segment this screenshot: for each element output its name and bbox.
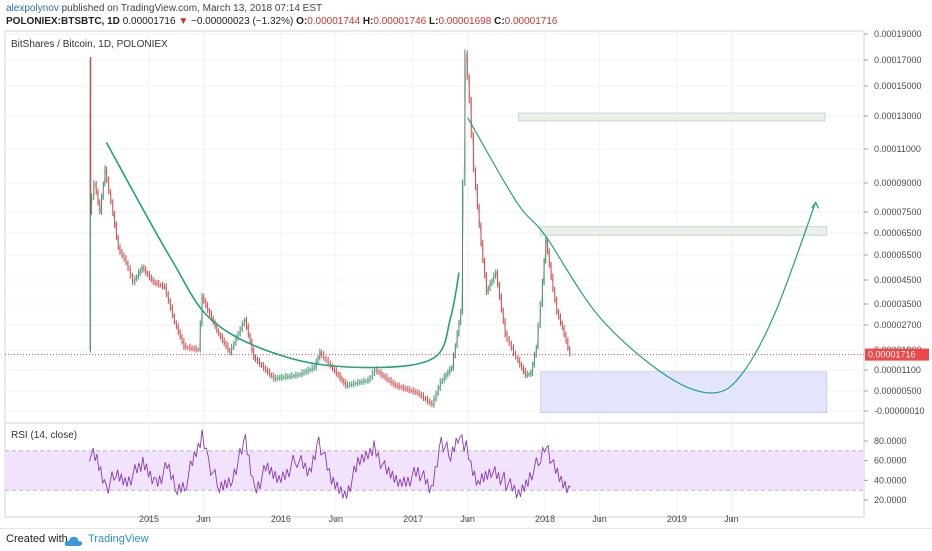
- x-tick-label: 2017: [403, 514, 423, 524]
- rsi-label: RSI (14, close): [11, 430, 77, 441]
- price-series: [89, 49, 571, 408]
- rsi-line: [88, 429, 571, 499]
- y-tick-label: 0.00019000: [874, 29, 922, 39]
- y-tick-label: 0.00001100: [874, 365, 921, 375]
- x-tick-label: Jun: [329, 514, 344, 524]
- x-tick-label: Jun: [592, 514, 607, 524]
- cup-curve-drawing: [105, 142, 460, 369]
- y-tick-label: 0.00009000: [874, 178, 922, 188]
- low-value: 0.00001698: [438, 16, 492, 27]
- chart-frame: [4, 30, 865, 518]
- chart-canvas[interactable]: BitShares / Bitcoin, 1D, POLONIEX 0.0001…: [0, 0, 932, 528]
- published-text: published on TradingView.com, March 13, …: [61, 3, 323, 14]
- y-tick-label: 0.00005500: [874, 250, 922, 260]
- author-link[interactable]: alexpolynov: [6, 3, 59, 14]
- high-value: 0.00001746: [373, 16, 427, 27]
- zone-rect: [540, 371, 828, 413]
- close-value: 0.00001716: [504, 16, 558, 27]
- y-tick-label: 0.00004500: [874, 275, 922, 285]
- x-tick-label: 2019: [667, 514, 687, 524]
- price-change: −0.00000023 (−1.32%): [191, 16, 294, 27]
- y-tick-label: 0.00011000: [874, 144, 921, 154]
- last-price-tag: 0.00001716: [865, 348, 929, 361]
- down-arrow-icon: ▼: [178, 16, 189, 27]
- x-tick-label: 2018: [535, 514, 555, 524]
- tradingview-brand[interactable]: TradingView: [88, 533, 149, 545]
- projection-curve-drawing: [467, 117, 817, 394]
- high-label: H:: [362, 16, 374, 27]
- open-value: 0.00001744: [307, 16, 361, 27]
- y-tick-label: 0.00007500: [874, 207, 922, 217]
- rsi-pane: 80.0000 60.0000 40.0000 20.0000: [5, 429, 907, 505]
- rsi-tick-label: 60.0000: [874, 456, 907, 466]
- y-tick-label: 0.00002700: [874, 320, 922, 330]
- open-label: O:: [296, 16, 308, 27]
- close-label: C:: [494, 16, 505, 27]
- y-tick-label: 0.00006500: [874, 228, 922, 238]
- y-tick-label: -0.00000010: [874, 406, 925, 416]
- ohlc-bar: POLONIEX:BTSBTC, 1D 0.00001716 ▼ −0.0000…: [6, 16, 558, 27]
- x-tick-label: 2016: [271, 514, 291, 524]
- rsi-tick-label: 40.0000: [874, 475, 907, 485]
- zone-rect: [540, 226, 828, 236]
- drawing-curves[interactable]: [105, 117, 820, 394]
- low-label: L:: [429, 16, 439, 27]
- y-tick-label: 0.00000500: [874, 386, 922, 396]
- publish-info: alexpolynov published on TradingView.com…: [6, 3, 322, 14]
- rsi-tick-label: 20.0000: [874, 495, 907, 505]
- chart-title: BitShares / Bitcoin, 1D, POLONIEX: [11, 39, 168, 50]
- x-tick-label: Jun: [460, 514, 475, 524]
- zone-rect: [518, 112, 826, 122]
- y-tick-label: 0.00013000: [874, 111, 922, 121]
- y-tick-label: 0.00003500: [874, 299, 922, 309]
- y-tick-label: 0.00017000: [874, 55, 922, 65]
- x-tick-label: Jun: [196, 514, 211, 524]
- x-tick-label: Jun: [724, 514, 739, 524]
- drawing-zones: [518, 112, 828, 413]
- svg-text:0.00001716: 0.00001716: [868, 350, 916, 360]
- rsi-tick-label: 80.0000: [874, 436, 907, 446]
- tradingview-cloud-icon: [64, 536, 83, 546]
- footer: Created with TradingView: [0, 528, 932, 551]
- x-tick-label: 2015: [139, 514, 159, 524]
- created-with-label: Created with: [6, 533, 68, 545]
- arrow-head-icon: [811, 201, 820, 209]
- y-tick-label: 0.00015000: [874, 81, 922, 91]
- time-axis[interactable]: 2015 Jun 2016 Jun 2017 Jun 2018 Jun 2019 Jun: [139, 514, 739, 524]
- symbol-label: POLONIEX:BTSBTC, 1D: [6, 16, 120, 27]
- last-price: 0.00001716: [122, 16, 176, 27]
